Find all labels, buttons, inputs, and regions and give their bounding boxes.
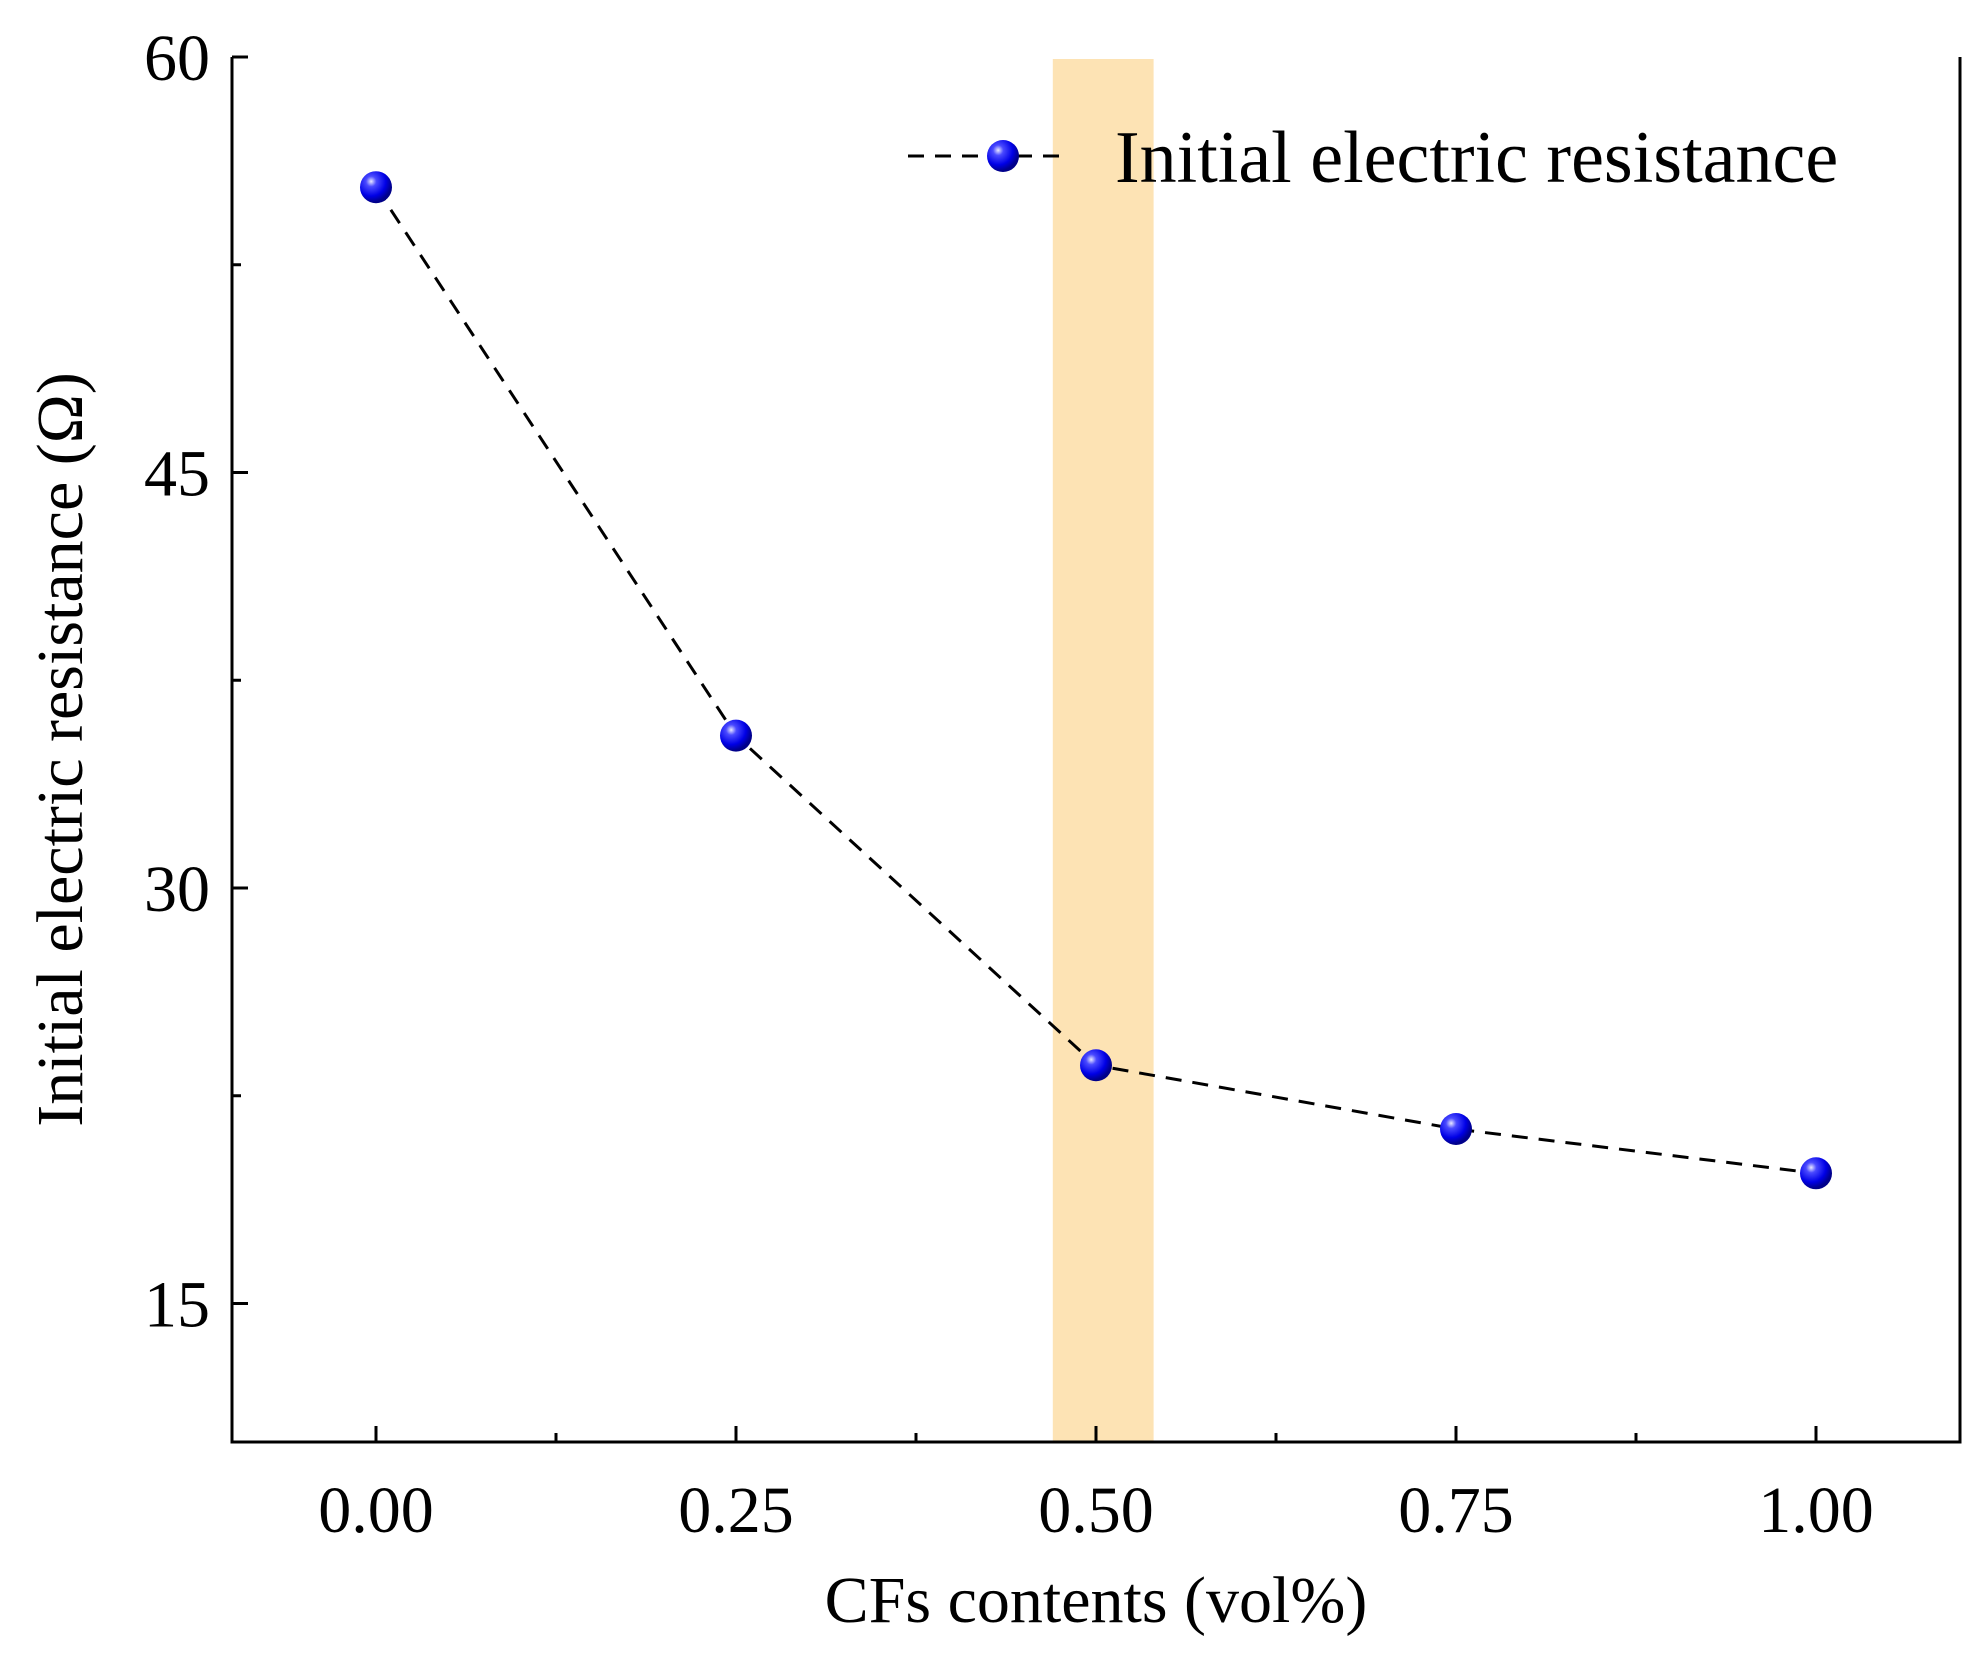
legend-marker bbox=[987, 140, 1019, 172]
y-axis-title: Initial electric resistance (Ω) bbox=[24, 372, 97, 1127]
axes: 15 30 45 60 0.00 0.25 0.50 0.75 1.00 bbox=[144, 22, 1962, 1547]
y-tick-label: 15 bbox=[144, 1269, 210, 1342]
x-tick-label: 0.50 bbox=[1038, 1474, 1154, 1547]
x-tick-label: 0.25 bbox=[678, 1474, 794, 1547]
y-tick-label: 60 bbox=[144, 22, 210, 95]
data-point bbox=[720, 719, 752, 752]
legend-label: Initial electric resistance bbox=[1115, 117, 1838, 199]
series-layer bbox=[360, 171, 1832, 1190]
highlight-band bbox=[1052, 59, 1154, 1442]
data-point bbox=[1440, 1112, 1472, 1145]
x-tick-label: 0.75 bbox=[1398, 1474, 1514, 1547]
legend: Initial electric resistance bbox=[908, 117, 1838, 199]
y-tick-label: 45 bbox=[144, 438, 210, 511]
data-point bbox=[1080, 1049, 1112, 1082]
data-point bbox=[360, 171, 392, 204]
y-tick-label: 30 bbox=[144, 853, 210, 926]
x-tick-label: 0.00 bbox=[318, 1474, 434, 1547]
x-tick-label: 1.00 bbox=[1758, 1474, 1874, 1547]
x-axis-title: CFs contents (vol%) bbox=[825, 1564, 1368, 1637]
data-point bbox=[1800, 1157, 1832, 1190]
